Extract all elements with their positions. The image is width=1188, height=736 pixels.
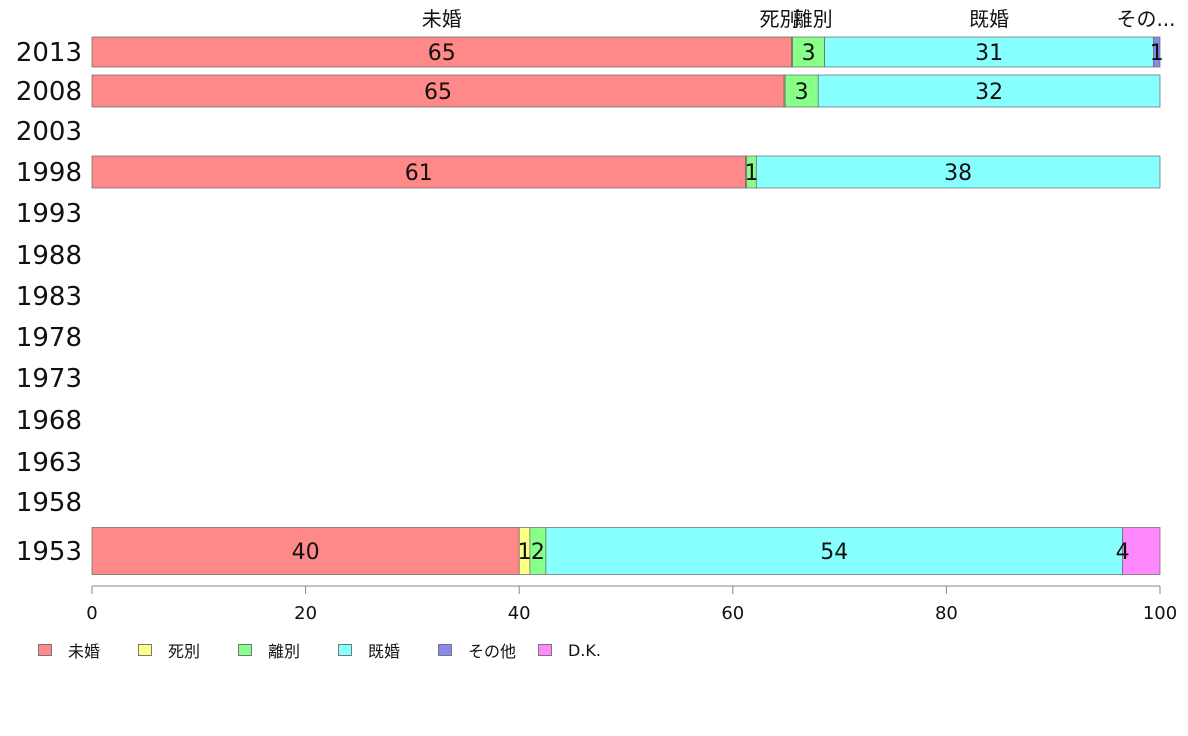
- value-label: 65: [428, 41, 456, 66]
- value-label: 1: [744, 161, 758, 186]
- value-label: 40: [292, 540, 320, 565]
- x-tick-label: 0: [86, 603, 97, 624]
- bar-segment: [545, 527, 1123, 575]
- value-label: 2: [531, 540, 545, 565]
- legend-label: その他: [468, 642, 517, 661]
- category-label: 1988: [16, 241, 82, 271]
- legend-label: D.K.: [568, 640, 601, 660]
- value-label: 3: [795, 80, 809, 105]
- value-label: 32: [975, 80, 1003, 105]
- x-tick-label: 40: [508, 603, 531, 624]
- top-segment-label: その...: [1116, 7, 1175, 31]
- category-labels: 2013 2008 2003 1998 1993 1988 1983 1978 1973 1968…: [16, 38, 82, 567]
- value-label: 3: [802, 41, 816, 66]
- x-tick-label: 100: [1143, 603, 1177, 624]
- category-label: 1978: [16, 323, 82, 353]
- legend-swatch: [38, 644, 52, 656]
- bar-segment: [824, 36, 1154, 68]
- legend-swatch: [538, 644, 552, 656]
- top-segment-label: 死別: [760, 7, 800, 31]
- value-label: 38: [944, 161, 972, 186]
- top-segment-label: 未婚: [422, 7, 462, 31]
- legend-item: 離別: [238, 638, 338, 662]
- x-tick-label: 80: [935, 603, 958, 624]
- category-label: 1998: [16, 158, 82, 188]
- bar-segment: [817, 74, 1161, 108]
- value-label: 61: [405, 161, 433, 186]
- legend-swatch: [238, 644, 252, 656]
- category-label: 1963: [16, 448, 82, 478]
- legend: 未婚 死別 離別 既婚 その他 D.K.: [38, 638, 638, 662]
- bar-segment: [755, 155, 1161, 189]
- category-label: 2008: [16, 77, 82, 107]
- legend-label: 死別: [168, 642, 201, 661]
- bar-segment: [1153, 36, 1161, 68]
- bar-segment: [1122, 527, 1161, 575]
- x-tick-label: 60: [721, 603, 744, 624]
- bars: [91, 36, 1161, 575]
- legend-swatch: [338, 644, 352, 656]
- legend-item: 既婚: [338, 638, 438, 662]
- value-label: 1: [1150, 41, 1164, 66]
- value-label: 1: [518, 540, 532, 565]
- top-segment-label: 離別: [793, 7, 833, 31]
- legend-item: 死別: [138, 638, 238, 662]
- top-segment-label: 既婚: [969, 7, 1009, 31]
- category-label: 2013: [16, 38, 82, 68]
- legend-item: 未婚: [38, 638, 138, 662]
- legend-swatch: [138, 644, 152, 656]
- bar-segment: [91, 527, 520, 575]
- category-label: 1958: [16, 488, 82, 518]
- legend-label: 既婚: [368, 642, 401, 661]
- category-label: 1968: [16, 406, 82, 436]
- x-tick-label: 20: [294, 603, 317, 624]
- x-axis: 0 20 40 60 80 100: [86, 585, 1177, 624]
- bar-segment: [91, 36, 792, 68]
- category-label: 1993: [16, 199, 82, 229]
- value-label: 54: [820, 540, 848, 565]
- legend-label: 離別: [268, 642, 301, 661]
- value-label: 65: [424, 80, 452, 105]
- legend-item: その他: [438, 638, 538, 662]
- value-label: 31: [975, 41, 1003, 66]
- value-label: 4: [1116, 540, 1130, 565]
- legend-item: D.K.: [538, 641, 638, 660]
- legend-label: 未婚: [68, 642, 101, 661]
- category-label: 1953: [16, 537, 82, 567]
- legend-swatch: [438, 644, 452, 656]
- bar-segment: [91, 155, 746, 189]
- category-label: 1983: [16, 282, 82, 312]
- category-label: 1973: [16, 364, 82, 394]
- category-label: 2003: [16, 117, 82, 147]
